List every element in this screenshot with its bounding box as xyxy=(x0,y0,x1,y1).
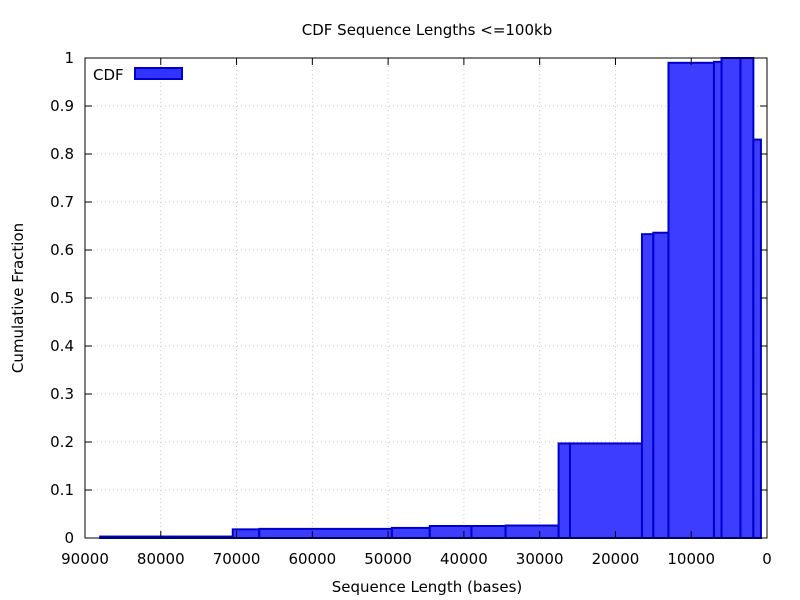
cdf-bar xyxy=(667,61,715,540)
y-tick-labels: 0 0.1 0.2 0.3 0.4 0.5 0.6 0.7 0.8 0.9 1 xyxy=(50,49,74,547)
x-tick-label: 10000 xyxy=(667,550,715,568)
x-tick-label: 40000 xyxy=(440,550,488,568)
cdf-bar xyxy=(568,442,643,539)
y-axis-label: Cumulative Fraction xyxy=(9,223,27,373)
chart-title: CDF Sequence Lengths <=100kb xyxy=(302,21,552,39)
axis-ticks xyxy=(84,57,768,539)
y-tick-label: 0.6 xyxy=(50,241,74,259)
y-tick-label: 0 xyxy=(64,529,74,547)
x-tick-label: 30000 xyxy=(516,550,564,568)
cdf-bar xyxy=(652,231,670,539)
y-tick-label: 1 xyxy=(64,49,74,67)
y-tick-label: 0.2 xyxy=(50,433,74,451)
y-tick-label: 0.5 xyxy=(50,289,74,307)
cdf-bar xyxy=(712,60,723,540)
cdf-bar xyxy=(739,57,755,539)
cdf-bar xyxy=(720,57,742,539)
y-tick-label: 0.3 xyxy=(50,385,74,403)
cdf-bar xyxy=(752,138,762,539)
cdf-bar xyxy=(428,525,473,539)
cdf-bar xyxy=(557,442,571,539)
y-tick-label: 0.8 xyxy=(50,145,74,163)
x-tick-label: 70000 xyxy=(213,550,261,568)
y-tick-label: 0.9 xyxy=(50,97,74,115)
x-tick-label: 0 xyxy=(762,550,772,568)
y-tick-label: 0.7 xyxy=(50,193,74,211)
x-tick-label: 50000 xyxy=(364,550,412,568)
cdf-bar xyxy=(470,525,507,539)
cdf-bar xyxy=(640,233,655,539)
x-axis-label: Sequence Length (bases) xyxy=(332,578,523,596)
y-tick-label: 0.1 xyxy=(50,481,74,499)
x-tick-label: 20000 xyxy=(592,550,640,568)
x-tick-labels: 90000 80000 70000 60000 50000 40000 30000 20000… xyxy=(61,550,772,568)
legend-swatch-cdf xyxy=(134,67,183,80)
cdf-bar xyxy=(390,526,431,539)
y-tick-label: 0.4 xyxy=(50,337,74,355)
x-tick-label: 90000 xyxy=(61,550,109,568)
legend-label-cdf: CDF xyxy=(93,66,124,84)
x-tick-label: 60000 xyxy=(288,550,336,568)
x-tick-label: 80000 xyxy=(137,550,185,568)
legend: CDF xyxy=(93,66,183,84)
cdf-bar xyxy=(504,524,560,540)
cdf-bar xyxy=(258,527,393,540)
cdf-bars xyxy=(99,57,762,540)
